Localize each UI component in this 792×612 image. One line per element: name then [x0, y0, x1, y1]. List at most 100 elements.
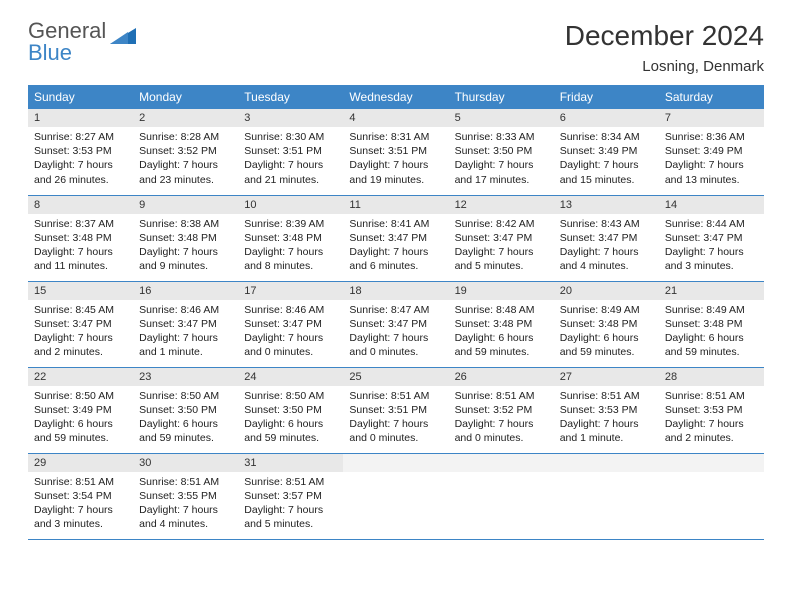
page-header: General Blue December 2024 Losning, Denm…	[28, 20, 764, 75]
calendar-day-cell: 2Sunrise: 8:28 AMSunset: 3:52 PMDaylight…	[133, 109, 238, 195]
sunset-text: Sunset: 3:52 PM	[139, 144, 232, 158]
calendar-day-cell: 15Sunrise: 8:45 AMSunset: 3:47 PMDayligh…	[28, 281, 133, 367]
title-block: December 2024 Losning, Denmark	[565, 20, 764, 75]
day-number: 16	[133, 282, 238, 300]
sunrise-text: Sunrise: 8:39 AM	[244, 217, 337, 231]
daylight-text: Daylight: 7 hours and 5 minutes.	[455, 245, 548, 273]
daylight-text: Daylight: 7 hours and 19 minutes.	[349, 158, 442, 186]
day-content: Sunrise: 8:51 AMSunset: 3:54 PMDaylight:…	[28, 472, 133, 538]
sunset-text: Sunset: 3:53 PM	[34, 144, 127, 158]
daylight-text: Daylight: 7 hours and 1 minute.	[139, 331, 232, 359]
calendar-week-row: 8Sunrise: 8:37 AMSunset: 3:48 PMDaylight…	[28, 195, 764, 281]
day-number: 26	[449, 368, 554, 386]
daylight-text: Daylight: 7 hours and 23 minutes.	[139, 158, 232, 186]
logo-line2: Blue	[28, 40, 72, 65]
day-number: 1	[28, 109, 133, 127]
daylight-text: Daylight: 7 hours and 0 minutes.	[349, 417, 442, 445]
calendar-day-cell: 12Sunrise: 8:42 AMSunset: 3:47 PMDayligh…	[449, 195, 554, 281]
sunset-text: Sunset: 3:51 PM	[349, 144, 442, 158]
sunset-text: Sunset: 3:47 PM	[34, 317, 127, 331]
calendar-day-cell: 3Sunrise: 8:30 AMSunset: 3:51 PMDaylight…	[238, 109, 343, 195]
day-content: Sunrise: 8:48 AMSunset: 3:48 PMDaylight:…	[449, 300, 554, 366]
day-content: Sunrise: 8:50 AMSunset: 3:50 PMDaylight:…	[238, 386, 343, 452]
day-number	[659, 454, 764, 472]
calendar-page: General Blue December 2024 Losning, Denm…	[0, 0, 792, 560]
calendar-day-cell: 19Sunrise: 8:48 AMSunset: 3:48 PMDayligh…	[449, 281, 554, 367]
sunset-text: Sunset: 3:47 PM	[244, 317, 337, 331]
sunrise-text: Sunrise: 8:51 AM	[139, 475, 232, 489]
logo: General Blue	[28, 20, 136, 64]
daylight-text: Daylight: 6 hours and 59 minutes.	[560, 331, 653, 359]
day-content: Sunrise: 8:51 AMSunset: 3:57 PMDaylight:…	[238, 472, 343, 538]
sunrise-text: Sunrise: 8:51 AM	[665, 389, 758, 403]
logo-text: General Blue	[28, 20, 106, 64]
sunset-text: Sunset: 3:47 PM	[349, 317, 442, 331]
day-number: 6	[554, 109, 659, 127]
weekday-header: Sunday	[28, 85, 133, 109]
daylight-text: Daylight: 7 hours and 15 minutes.	[560, 158, 653, 186]
sunset-text: Sunset: 3:47 PM	[349, 231, 442, 245]
sunrise-text: Sunrise: 8:34 AM	[560, 130, 653, 144]
calendar-day-cell	[343, 453, 448, 539]
calendar-day-cell: 10Sunrise: 8:39 AMSunset: 3:48 PMDayligh…	[238, 195, 343, 281]
calendar-day-cell: 27Sunrise: 8:51 AMSunset: 3:53 PMDayligh…	[554, 367, 659, 453]
weekday-header: Friday	[554, 85, 659, 109]
daylight-text: Daylight: 7 hours and 4 minutes.	[560, 245, 653, 273]
calendar-body: 1Sunrise: 8:27 AMSunset: 3:53 PMDaylight…	[28, 109, 764, 539]
day-number: 27	[554, 368, 659, 386]
sunrise-text: Sunrise: 8:51 AM	[455, 389, 548, 403]
day-content: Sunrise: 8:46 AMSunset: 3:47 PMDaylight:…	[133, 300, 238, 366]
day-content: Sunrise: 8:28 AMSunset: 3:52 PMDaylight:…	[133, 127, 238, 193]
daylight-text: Daylight: 7 hours and 0 minutes.	[349, 331, 442, 359]
sunrise-text: Sunrise: 8:49 AM	[665, 303, 758, 317]
day-content	[659, 472, 764, 481]
calendar-day-cell: 5Sunrise: 8:33 AMSunset: 3:50 PMDaylight…	[449, 109, 554, 195]
day-number: 18	[343, 282, 448, 300]
day-content: Sunrise: 8:46 AMSunset: 3:47 PMDaylight:…	[238, 300, 343, 366]
sunset-text: Sunset: 3:48 PM	[34, 231, 127, 245]
day-content: Sunrise: 8:51 AMSunset: 3:53 PMDaylight:…	[554, 386, 659, 452]
sunset-text: Sunset: 3:50 PM	[139, 403, 232, 417]
day-content: Sunrise: 8:43 AMSunset: 3:47 PMDaylight:…	[554, 214, 659, 280]
day-number: 25	[343, 368, 448, 386]
day-content: Sunrise: 8:33 AMSunset: 3:50 PMDaylight:…	[449, 127, 554, 193]
calendar-day-cell: 11Sunrise: 8:41 AMSunset: 3:47 PMDayligh…	[343, 195, 448, 281]
sunset-text: Sunset: 3:52 PM	[455, 403, 548, 417]
daylight-text: Daylight: 7 hours and 0 minutes.	[455, 417, 548, 445]
sunrise-text: Sunrise: 8:51 AM	[560, 389, 653, 403]
day-number: 19	[449, 282, 554, 300]
sunrise-text: Sunrise: 8:42 AM	[455, 217, 548, 231]
calendar-day-cell: 16Sunrise: 8:46 AMSunset: 3:47 PMDayligh…	[133, 281, 238, 367]
sunrise-text: Sunrise: 8:50 AM	[34, 389, 127, 403]
sunrise-text: Sunrise: 8:38 AM	[139, 217, 232, 231]
day-number: 21	[659, 282, 764, 300]
day-content: Sunrise: 8:49 AMSunset: 3:48 PMDaylight:…	[659, 300, 764, 366]
daylight-text: Daylight: 6 hours and 59 minutes.	[34, 417, 127, 445]
day-number: 13	[554, 196, 659, 214]
sunrise-text: Sunrise: 8:51 AM	[349, 389, 442, 403]
sunset-text: Sunset: 3:49 PM	[34, 403, 127, 417]
daylight-text: Daylight: 7 hours and 3 minutes.	[34, 503, 127, 531]
day-content: Sunrise: 8:37 AMSunset: 3:48 PMDaylight:…	[28, 214, 133, 280]
calendar-day-cell: 20Sunrise: 8:49 AMSunset: 3:48 PMDayligh…	[554, 281, 659, 367]
day-number: 12	[449, 196, 554, 214]
day-content: Sunrise: 8:31 AMSunset: 3:51 PMDaylight:…	[343, 127, 448, 193]
day-content: Sunrise: 8:50 AMSunset: 3:49 PMDaylight:…	[28, 386, 133, 452]
sunrise-text: Sunrise: 8:28 AM	[139, 130, 232, 144]
day-content: Sunrise: 8:30 AMSunset: 3:51 PMDaylight:…	[238, 127, 343, 193]
sunrise-text: Sunrise: 8:51 AM	[34, 475, 127, 489]
daylight-text: Daylight: 7 hours and 21 minutes.	[244, 158, 337, 186]
day-number: 10	[238, 196, 343, 214]
daylight-text: Daylight: 7 hours and 9 minutes.	[139, 245, 232, 273]
daylight-text: Daylight: 7 hours and 2 minutes.	[34, 331, 127, 359]
sunrise-text: Sunrise: 8:43 AM	[560, 217, 653, 231]
calendar-day-cell: 7Sunrise: 8:36 AMSunset: 3:49 PMDaylight…	[659, 109, 764, 195]
day-content: Sunrise: 8:51 AMSunset: 3:55 PMDaylight:…	[133, 472, 238, 538]
calendar-day-cell: 6Sunrise: 8:34 AMSunset: 3:49 PMDaylight…	[554, 109, 659, 195]
sunrise-text: Sunrise: 8:30 AM	[244, 130, 337, 144]
sunrise-text: Sunrise: 8:41 AM	[349, 217, 442, 231]
sunset-text: Sunset: 3:53 PM	[665, 403, 758, 417]
day-content: Sunrise: 8:51 AMSunset: 3:53 PMDaylight:…	[659, 386, 764, 452]
calendar-day-cell	[554, 453, 659, 539]
daylight-text: Daylight: 7 hours and 0 minutes.	[244, 331, 337, 359]
